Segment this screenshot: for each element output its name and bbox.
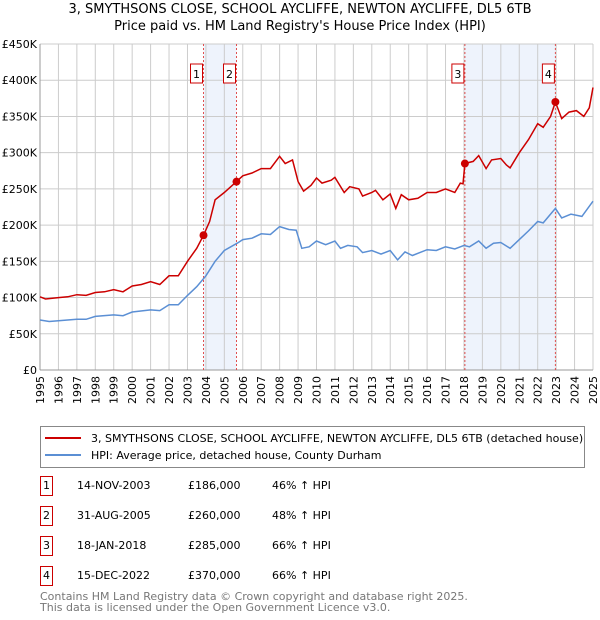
y-tick-label: £350K <box>2 110 38 123</box>
transaction-date: 18-JAN-2018 <box>77 539 147 552</box>
chart-subtitle: Price paid vs. HM Land Registry's House … <box>114 19 486 34</box>
y-tick-label: £250K <box>2 183 38 196</box>
transaction-number-badge: 4 <box>40 566 53 586</box>
sale-point <box>460 159 469 168</box>
x-tick-label: 2019 <box>476 376 489 404</box>
x-tick-label: 2000 <box>126 376 139 404</box>
sale-label-box <box>541 63 555 84</box>
x-tick-label: 2005 <box>218 376 231 404</box>
x-tick-label: 2025 <box>587 376 600 404</box>
y-tick-label: £450K <box>2 38 38 51</box>
footer: Contains HM Land Registry data © Crown c… <box>40 591 468 613</box>
transaction-hpi-diff: 48% ↑ HPI <box>272 509 331 522</box>
x-tick-label: 1998 <box>89 376 102 404</box>
footer-licence: This data is licensed under the Open Gov… <box>40 601 391 614</box>
transaction-date: 15-DEC-2022 <box>77 569 151 582</box>
transaction-row: 1 14-NOV-2003 £186,000 46% ↑ HPI <box>40 476 440 496</box>
price-chart: £0 £50K £100K £150K £200K £250K £300K £350K £400… <box>2 38 600 404</box>
x-tick-label: 2002 <box>163 376 176 404</box>
x-tick-label: 1999 <box>108 376 121 404</box>
y-tick-label: £150K <box>2 255 38 268</box>
x-tick-label: 2022 <box>532 376 545 404</box>
chart-title: 3, SMYTHSONS CLOSE, SCHOOL AYCLIFFE, NEW… <box>68 2 532 17</box>
y-tick-label: £0 <box>23 364 37 377</box>
y-tick-label: £50K <box>9 328 38 341</box>
legend: 3, SMYTHSONS CLOSE, SCHOOL AYCLIFFE, NEW… <box>40 426 585 468</box>
x-tick-label: 2024 <box>569 376 582 404</box>
x-tick-label: 2014 <box>384 376 397 404</box>
footer-copyright: Contains HM Land Registry data © Crown c… <box>40 590 468 603</box>
x-tick-label: 2016 <box>421 376 434 404</box>
x-tick-label: 2006 <box>237 376 250 404</box>
property-price-line <box>39 87 594 300</box>
transaction-price: £370,000 <box>188 569 241 582</box>
shaded-range <box>464 44 556 370</box>
transaction-number-badge: 3 <box>40 536 53 556</box>
transaction-row: 4 15-DEC-2022 £370,000 66% ↑ HPI <box>40 566 440 586</box>
y-tick-label: £100K <box>2 292 38 305</box>
sale-label: 1 <box>193 68 200 81</box>
sale-label-box <box>451 63 465 84</box>
x-tick-label: 2017 <box>440 376 453 404</box>
transaction-number-badge: 2 <box>40 506 53 526</box>
legend-swatch-hpi <box>45 454 81 456</box>
legend-label-hpi: HPI: Average price, detached house, Coun… <box>91 448 382 462</box>
x-tick-label: 2020 <box>495 376 508 404</box>
sale-label: 4 <box>545 68 552 81</box>
transaction-price: £260,000 <box>188 509 241 522</box>
shaded-range <box>203 44 237 370</box>
y-tick-label: £200K <box>2 219 38 232</box>
transaction-row: 2 31-AUG-2005 £260,000 48% ↑ HPI <box>40 506 440 526</box>
sale-point <box>199 231 208 240</box>
x-tick-label: 1997 <box>71 376 84 404</box>
transaction-date: 14-NOV-2003 <box>77 479 151 492</box>
sale-point <box>551 97 560 106</box>
legend-item-property: 3, SMYTHSONS CLOSE, SCHOOL AYCLIFFE, NEW… <box>45 430 583 446</box>
x-tick-label: 2009 <box>292 376 305 404</box>
transaction-row: 3 18-JAN-2018 £285,000 66% ↑ HPI <box>40 536 440 556</box>
x-tick-label: 2015 <box>403 376 416 404</box>
legend-swatch-property <box>45 437 81 439</box>
sale-label-box <box>222 63 236 84</box>
transaction-hpi-diff: 46% ↑ HPI <box>272 479 331 492</box>
transaction-price: £285,000 <box>188 539 241 552</box>
transaction-number-badge: 1 <box>40 476 53 496</box>
legend-item-hpi: HPI: Average price, detached house, Coun… <box>45 447 382 463</box>
transaction-price: £186,000 <box>188 479 241 492</box>
sale-label: 3 <box>454 68 461 81</box>
x-tick-label: 2003 <box>181 376 194 404</box>
x-tick-label: 2004 <box>200 376 213 404</box>
transaction-date: 31-AUG-2005 <box>77 509 151 522</box>
hpi-line <box>39 200 594 323</box>
x-tick-label: 2021 <box>513 376 526 404</box>
legend-label-property: 3, SMYTHSONS CLOSE, SCHOOL AYCLIFFE, NEW… <box>91 431 584 445</box>
x-tick-label: 2018 <box>458 376 471 404</box>
transaction-hpi-diff: 66% ↑ HPI <box>272 539 331 552</box>
x-tick-label: 1996 <box>52 376 65 404</box>
x-tick-label: 2001 <box>145 376 158 404</box>
sale-label: 2 <box>226 68 233 81</box>
x-tick-label: 2012 <box>347 376 360 404</box>
y-tick-label: £300K <box>2 147 38 160</box>
x-tick-label: 1995 <box>34 376 47 404</box>
x-tick-label: 2023 <box>550 376 563 404</box>
x-tick-label: 2013 <box>366 376 379 404</box>
sale-label-box <box>190 63 204 84</box>
transaction-hpi-diff: 66% ↑ HPI <box>272 569 331 582</box>
sale-point <box>232 177 241 186</box>
x-tick-label: 2010 <box>311 376 324 404</box>
x-tick-label: 2007 <box>255 376 268 404</box>
x-tick-label: 2008 <box>274 376 287 404</box>
y-tick-label: £400K <box>2 74 38 87</box>
x-tick-label: 2011 <box>329 376 342 404</box>
